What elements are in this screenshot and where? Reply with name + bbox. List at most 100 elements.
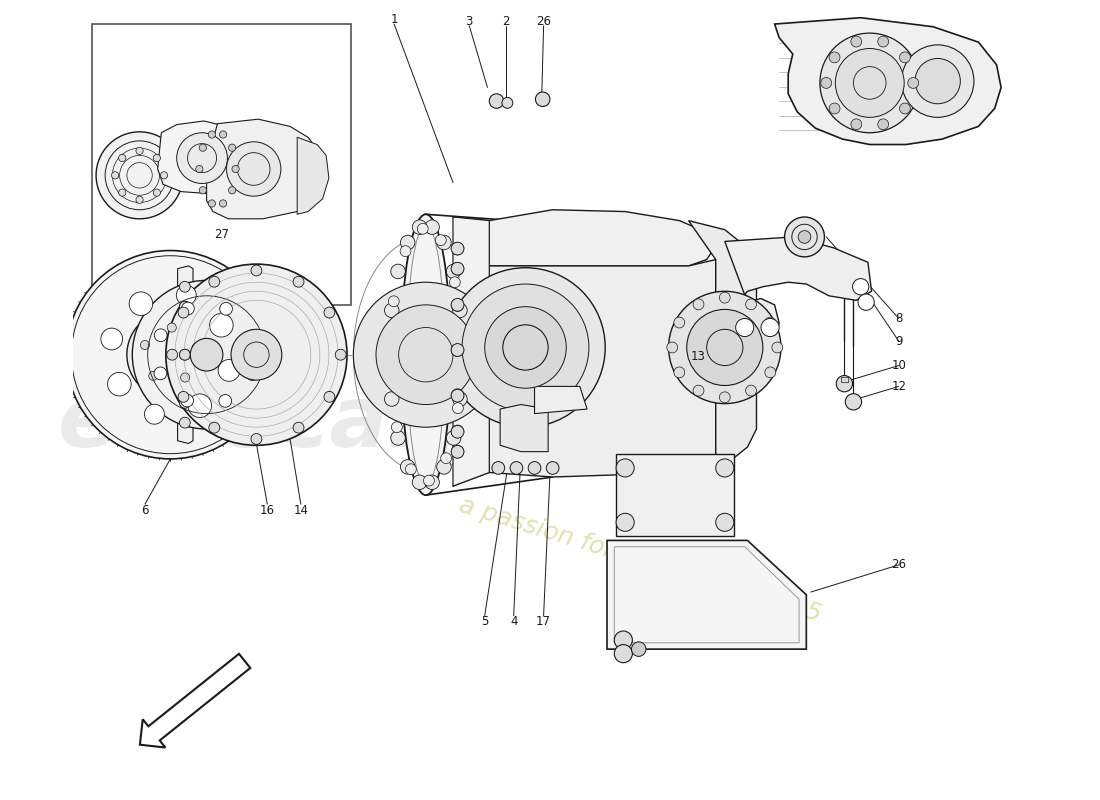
Circle shape bbox=[219, 394, 232, 407]
Circle shape bbox=[835, 49, 904, 118]
Circle shape bbox=[161, 172, 167, 179]
Circle shape bbox=[451, 242, 464, 255]
Polygon shape bbox=[157, 121, 244, 194]
Polygon shape bbox=[616, 454, 734, 536]
Circle shape bbox=[251, 434, 262, 444]
Circle shape bbox=[447, 264, 461, 278]
Circle shape bbox=[451, 389, 464, 402]
Bar bbox=[92, 24, 351, 305]
Polygon shape bbox=[177, 266, 192, 443]
Text: 12: 12 bbox=[891, 380, 906, 393]
Circle shape bbox=[179, 418, 190, 428]
Circle shape bbox=[417, 223, 428, 234]
Circle shape bbox=[192, 343, 201, 352]
Circle shape bbox=[182, 302, 195, 315]
Text: 6: 6 bbox=[141, 504, 149, 517]
Circle shape bbox=[674, 367, 684, 378]
Circle shape bbox=[451, 344, 464, 357]
Circle shape bbox=[455, 347, 470, 362]
Circle shape bbox=[616, 514, 635, 531]
Text: eurocarparts: eurocarparts bbox=[57, 382, 685, 466]
Circle shape bbox=[510, 462, 522, 474]
Circle shape bbox=[178, 307, 189, 318]
Circle shape bbox=[232, 166, 239, 173]
Circle shape bbox=[154, 329, 167, 342]
Circle shape bbox=[852, 278, 869, 295]
Circle shape bbox=[251, 265, 262, 276]
Circle shape bbox=[179, 350, 190, 360]
Polygon shape bbox=[774, 18, 1001, 145]
Circle shape bbox=[746, 299, 757, 310]
Circle shape bbox=[383, 347, 397, 362]
Circle shape bbox=[764, 367, 776, 378]
Circle shape bbox=[190, 338, 223, 371]
Text: a passion for parts since 1985: a passion for parts since 1985 bbox=[456, 493, 825, 626]
Text: 4: 4 bbox=[510, 615, 517, 629]
Polygon shape bbox=[840, 378, 848, 382]
Circle shape bbox=[736, 318, 754, 337]
Circle shape bbox=[179, 398, 190, 408]
Circle shape bbox=[746, 385, 757, 396]
Circle shape bbox=[915, 58, 960, 104]
Circle shape bbox=[821, 78, 832, 88]
Circle shape bbox=[229, 186, 235, 194]
Circle shape bbox=[453, 392, 468, 406]
Circle shape bbox=[667, 342, 678, 353]
Polygon shape bbox=[490, 210, 716, 266]
Circle shape bbox=[528, 462, 541, 474]
Circle shape bbox=[385, 392, 399, 406]
Circle shape bbox=[447, 430, 461, 446]
Circle shape bbox=[141, 341, 150, 350]
Circle shape bbox=[209, 276, 220, 287]
Circle shape bbox=[136, 147, 143, 154]
Circle shape bbox=[451, 425, 464, 438]
Polygon shape bbox=[689, 221, 757, 473]
Circle shape bbox=[179, 398, 190, 408]
Circle shape bbox=[761, 318, 779, 337]
Circle shape bbox=[179, 282, 190, 292]
Circle shape bbox=[199, 144, 207, 151]
Circle shape bbox=[616, 459, 635, 477]
Circle shape bbox=[406, 464, 416, 474]
Polygon shape bbox=[535, 386, 587, 414]
Polygon shape bbox=[453, 217, 490, 486]
Circle shape bbox=[716, 459, 734, 477]
Circle shape bbox=[451, 242, 464, 255]
Circle shape bbox=[446, 268, 605, 427]
Circle shape bbox=[218, 359, 240, 382]
Circle shape bbox=[425, 220, 439, 234]
Circle shape bbox=[176, 286, 196, 305]
Circle shape bbox=[101, 328, 122, 350]
Circle shape bbox=[293, 276, 304, 287]
Circle shape bbox=[836, 375, 852, 392]
Circle shape bbox=[693, 385, 704, 396]
Circle shape bbox=[167, 350, 177, 360]
Circle shape bbox=[219, 200, 227, 207]
Circle shape bbox=[177, 133, 228, 183]
Circle shape bbox=[829, 103, 840, 114]
Circle shape bbox=[180, 373, 189, 382]
Circle shape bbox=[437, 460, 451, 474]
Ellipse shape bbox=[400, 214, 451, 495]
Circle shape bbox=[536, 92, 550, 106]
Text: 16: 16 bbox=[260, 504, 275, 517]
Circle shape bbox=[451, 262, 464, 275]
Circle shape bbox=[485, 306, 566, 388]
Circle shape bbox=[858, 294, 874, 310]
Circle shape bbox=[129, 292, 153, 315]
Circle shape bbox=[392, 422, 403, 433]
Circle shape bbox=[400, 235, 415, 250]
Circle shape bbox=[669, 291, 781, 404]
Circle shape bbox=[900, 103, 911, 114]
Circle shape bbox=[153, 154, 161, 162]
Circle shape bbox=[209, 422, 220, 433]
Circle shape bbox=[385, 303, 399, 318]
Circle shape bbox=[219, 131, 227, 138]
Circle shape bbox=[179, 350, 190, 360]
Polygon shape bbox=[725, 237, 871, 341]
Circle shape bbox=[451, 298, 464, 311]
Circle shape bbox=[851, 119, 861, 130]
Circle shape bbox=[451, 390, 464, 402]
Circle shape bbox=[492, 462, 505, 474]
Circle shape bbox=[764, 317, 776, 328]
